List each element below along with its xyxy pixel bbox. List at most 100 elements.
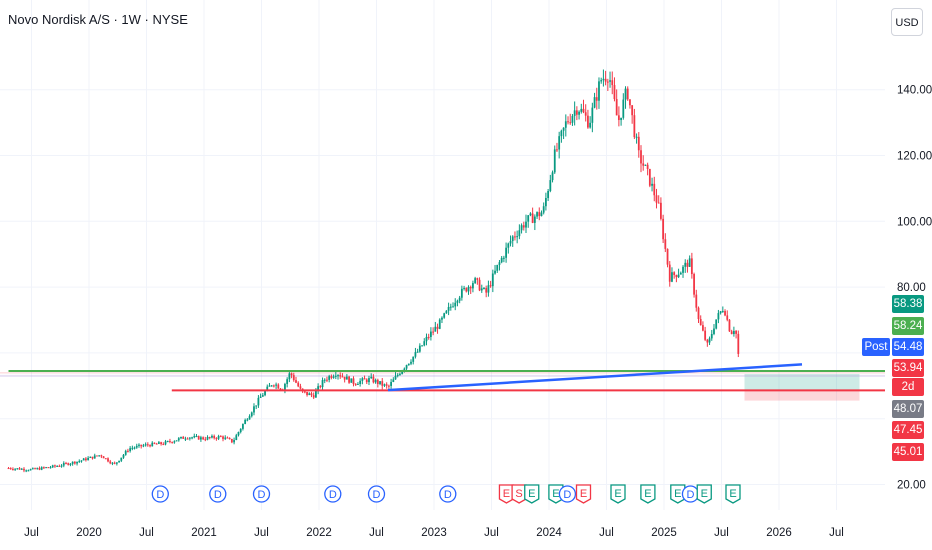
candle-body <box>518 230 521 237</box>
candle-body <box>215 438 218 440</box>
candle-body <box>332 376 335 378</box>
candle-body <box>613 85 616 100</box>
candle-body <box>620 117 622 121</box>
candle-body <box>352 378 355 385</box>
candle-body <box>7 468 10 470</box>
candle-body <box>677 274 680 278</box>
candle-body <box>157 442 160 444</box>
candle-body <box>38 468 41 470</box>
candle-body <box>573 110 576 116</box>
time-axis-tick: 2022 <box>306 527 332 539</box>
price-label-58-38: 58.38 <box>892 295 924 313</box>
candle-body <box>339 375 342 377</box>
candle-body <box>122 454 125 458</box>
candle-body <box>657 202 660 204</box>
candle-body <box>350 378 353 383</box>
candle-body <box>434 326 437 332</box>
candle-body <box>135 445 138 448</box>
candle-body <box>609 80 611 82</box>
candle-body <box>697 307 700 319</box>
candle-body <box>615 99 618 116</box>
earnings-marker-label: E <box>503 488 510 500</box>
candle-body <box>186 438 189 440</box>
candle-body <box>18 468 21 470</box>
candle-body <box>427 336 430 338</box>
candle-body <box>631 105 634 116</box>
candle-body <box>60 465 63 467</box>
candle-body <box>224 437 227 439</box>
candle-body <box>277 384 280 389</box>
candle-body <box>341 376 344 378</box>
earnings-marker <box>670 484 686 504</box>
candle-body <box>673 272 676 276</box>
candle-body <box>452 306 454 308</box>
price-label-48-07: 48.07 <box>892 400 924 418</box>
candle-body <box>587 115 589 128</box>
candle-body <box>175 440 178 442</box>
candle-body <box>297 382 300 387</box>
candle-body <box>591 107 594 123</box>
earnings-marker-label: S <box>515 488 522 500</box>
candle-body <box>195 436 198 438</box>
chart-grid <box>0 0 885 510</box>
candle-body <box>708 338 711 343</box>
dividend-marker <box>252 485 271 503</box>
candlestick-series <box>7 69 740 473</box>
candle-body <box>270 385 273 387</box>
candle-body <box>272 385 275 387</box>
earnings-marker <box>548 484 564 504</box>
candle-body <box>337 375 339 377</box>
time-axis-tick: 2025 <box>651 527 677 539</box>
candle-body <box>562 127 565 131</box>
candle-body <box>169 441 171 443</box>
candle-body <box>578 111 580 115</box>
candle-body <box>430 331 432 337</box>
candle-body <box>146 444 149 446</box>
loss-zone <box>744 390 860 401</box>
earnings-marker <box>511 484 527 504</box>
candle-body <box>25 470 28 472</box>
candle-body <box>213 435 216 439</box>
candle-body <box>491 273 494 287</box>
candle-body <box>253 406 255 413</box>
candle-body <box>551 172 554 181</box>
profit-zone <box>744 373 860 391</box>
candle-body <box>242 423 244 429</box>
candle-body <box>306 391 308 396</box>
candle-body <box>480 288 483 291</box>
time-axis: Jul 2020 Jul 2021 Jul 2022 Jul 2023 Jul 2024 Jul 20… <box>24 527 844 539</box>
candle-body <box>575 110 578 115</box>
candle-body <box>292 375 295 381</box>
candle-body <box>556 149 558 151</box>
candle-body <box>527 215 530 222</box>
candle-body <box>308 393 311 396</box>
candle-body <box>732 330 735 335</box>
candle-body <box>394 375 397 380</box>
candle-body <box>730 331 733 335</box>
earnings-marker-label: E <box>729 488 736 500</box>
earnings-marker-label: E <box>674 488 681 500</box>
candle-body <box>275 384 277 386</box>
price-label-53-94: 53.94 <box>892 359 924 377</box>
candle-body <box>684 262 687 267</box>
candle-body <box>737 333 740 354</box>
candle-body <box>69 463 72 465</box>
candle-body <box>54 465 56 467</box>
candle-body <box>284 383 286 391</box>
candle-body <box>138 444 140 446</box>
candle-body <box>522 225 525 228</box>
candle-body <box>248 416 251 420</box>
price-axis-tick: 140.00 <box>897 85 932 97</box>
candle-body <box>36 468 39 470</box>
candle-body <box>78 461 81 463</box>
candle-body <box>702 325 704 331</box>
candle-body <box>655 195 658 203</box>
candle-body <box>598 81 600 101</box>
candle-body <box>478 279 481 291</box>
position-zones <box>0 372 885 401</box>
currency-button[interactable]: USD <box>891 8 923 36</box>
candle-body <box>600 80 603 82</box>
time-axis-tick: Jul <box>24 527 39 539</box>
candle-body <box>640 150 642 164</box>
